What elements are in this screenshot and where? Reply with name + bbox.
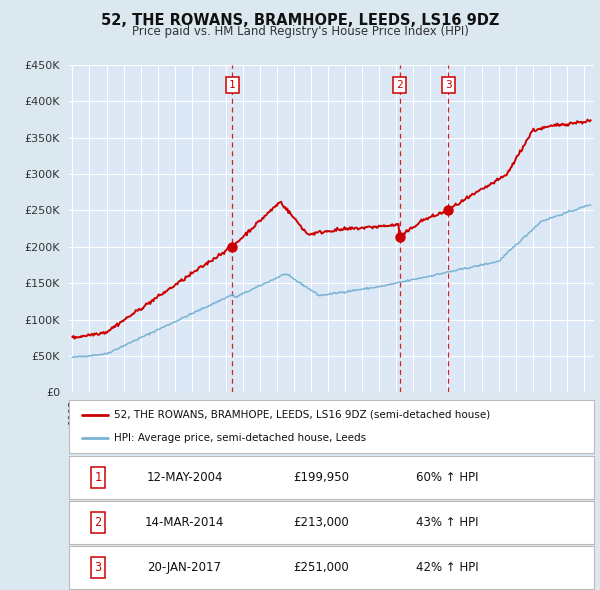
Text: 3: 3 [445,80,452,90]
Text: 52, THE ROWANS, BRAMHOPE, LEEDS, LS16 9DZ (semi-detached house): 52, THE ROWANS, BRAMHOPE, LEEDS, LS16 9D… [113,410,490,420]
Text: 42% ↑ HPI: 42% ↑ HPI [416,560,478,574]
Text: 43% ↑ HPI: 43% ↑ HPI [416,516,478,529]
Text: 52, THE ROWANS, BRAMHOPE, LEEDS, LS16 9DZ: 52, THE ROWANS, BRAMHOPE, LEEDS, LS16 9D… [101,13,499,28]
Text: 20-JAN-2017: 20-JAN-2017 [148,560,221,574]
Text: Price paid vs. HM Land Registry's House Price Index (HPI): Price paid vs. HM Land Registry's House … [131,25,469,38]
Text: 1: 1 [229,80,235,90]
Text: 2: 2 [397,80,403,90]
Text: £251,000: £251,000 [293,560,349,574]
Text: 12-MAY-2004: 12-MAY-2004 [146,471,223,484]
Text: £213,000: £213,000 [293,516,349,529]
Text: 1: 1 [94,471,101,484]
Text: 14-MAR-2014: 14-MAR-2014 [145,516,224,529]
Text: HPI: Average price, semi-detached house, Leeds: HPI: Average price, semi-detached house,… [113,433,366,443]
Text: 60% ↑ HPI: 60% ↑ HPI [416,471,478,484]
Text: £199,950: £199,950 [293,471,349,484]
Text: 3: 3 [94,560,101,574]
Text: 2: 2 [94,516,101,529]
